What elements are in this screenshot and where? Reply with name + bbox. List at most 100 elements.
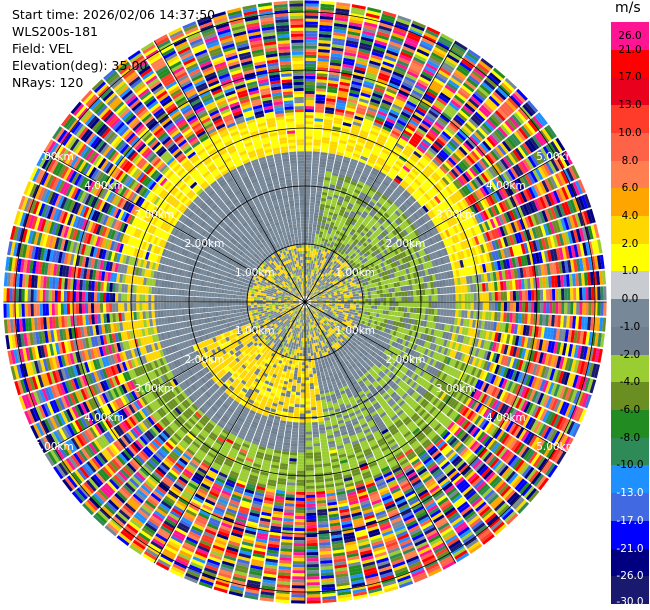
velocity-cell <box>348 287 352 290</box>
velocity-cell <box>305 127 314 131</box>
velocity-cell <box>331 285 335 289</box>
velocity-cell <box>473 293 477 301</box>
velocity-cell <box>316 295 319 298</box>
velocity-cell <box>487 152 497 163</box>
velocity-cell <box>305 51 317 55</box>
velocity-cell <box>321 277 324 281</box>
velocity-cell <box>334 273 338 278</box>
velocity-cell <box>413 56 426 65</box>
velocity-cell <box>425 90 437 99</box>
velocity-cell <box>380 66 393 74</box>
velocity-cell <box>338 286 342 289</box>
velocity-cell <box>390 315 395 321</box>
velocity-cell <box>536 277 540 289</box>
velocity-cell <box>335 108 345 113</box>
velocity-cell <box>572 273 576 287</box>
velocity-cell <box>444 145 454 154</box>
velocity-cell <box>438 116 449 126</box>
velocity-cell <box>356 228 362 234</box>
velocity-cell <box>324 207 330 212</box>
velocity-cell <box>512 149 522 162</box>
velocity-cell <box>313 286 316 290</box>
velocity-cell <box>393 261 398 267</box>
velocity-cell <box>314 284 318 288</box>
velocity-cell <box>384 284 389 289</box>
velocity-cell <box>329 147 337 152</box>
velocity-cell <box>487 182 495 193</box>
velocity-cell <box>326 95 337 100</box>
velocity-cell <box>337 96 347 102</box>
velocity-cell <box>305 265 307 269</box>
velocity-cell <box>372 312 377 317</box>
velocity-cell <box>375 36 389 44</box>
velocity-cell <box>313 300 317 301</box>
velocity-cell <box>428 163 437 172</box>
velocity-cell <box>359 132 368 139</box>
velocity-cell <box>515 129 526 142</box>
velocity-cell <box>400 264 406 270</box>
velocity-cell <box>536 131 547 145</box>
velocity-cell <box>482 330 487 340</box>
velocity-cell <box>333 260 337 265</box>
velocity-cell <box>330 178 337 183</box>
velocity-cell <box>360 276 364 280</box>
velocity-cell <box>355 267 360 272</box>
velocity-cell <box>318 37 332 41</box>
velocity-cell <box>511 335 517 346</box>
velocity-cell <box>424 213 431 221</box>
velocity-cell <box>446 197 454 206</box>
velocity-cell <box>305 148 313 152</box>
velocity-cell <box>534 302 538 313</box>
velocity-cell <box>322 303 326 306</box>
velocity-cell <box>374 86 385 94</box>
velocity-cell <box>503 248 509 259</box>
velocity-cell <box>407 31 422 40</box>
velocity-cell <box>335 5 350 10</box>
velocity-cell <box>347 141 356 147</box>
velocity-cell <box>340 309 344 312</box>
velocity-cell <box>329 208 335 213</box>
velocity-cell <box>314 209 320 213</box>
velocity-cell <box>581 227 588 241</box>
velocity-cell <box>445 106 456 116</box>
velocity-cell <box>341 279 346 283</box>
velocity-cell <box>355 293 359 297</box>
velocity-cell <box>512 312 516 323</box>
velocity-cell <box>408 67 420 76</box>
velocity-cell <box>591 286 595 301</box>
velocity-cell <box>477 201 485 211</box>
velocity-cell <box>358 261 363 266</box>
velocity-cell <box>305 12 319 16</box>
velocity-cell <box>405 145 414 153</box>
velocity-cell <box>518 313 522 324</box>
velocity-cell <box>555 328 560 341</box>
velocity-cell <box>410 296 414 302</box>
velocity-cell <box>409 260 414 267</box>
velocity-cell <box>350 299 354 302</box>
velocity-cell <box>552 328 557 341</box>
velocity-cell <box>359 296 363 299</box>
velocity-cell <box>499 260 505 270</box>
velocity-cell <box>317 286 320 290</box>
velocity-cell <box>360 39 373 46</box>
velocity-cell <box>314 239 318 243</box>
velocity-cell <box>464 327 469 336</box>
velocity-cell <box>381 231 387 237</box>
velocity-cell <box>340 277 344 281</box>
velocity-cell <box>365 141 374 148</box>
velocity-cell <box>402 269 407 275</box>
velocity-cell <box>333 26 347 31</box>
velocity-cell <box>335 258 339 262</box>
velocity-cell <box>504 224 512 235</box>
velocity-cell <box>411 231 417 238</box>
velocity-cell <box>585 302 589 316</box>
velocity-cell <box>331 47 344 52</box>
velocity-cell <box>542 195 550 208</box>
velocity-cell <box>341 263 346 268</box>
velocity-cell <box>347 241 353 246</box>
velocity-cell <box>554 220 561 233</box>
velocity-cell <box>316 299 320 301</box>
velocity-cell <box>364 308 368 312</box>
velocity-cell <box>427 87 439 97</box>
velocity-cell <box>595 271 601 285</box>
